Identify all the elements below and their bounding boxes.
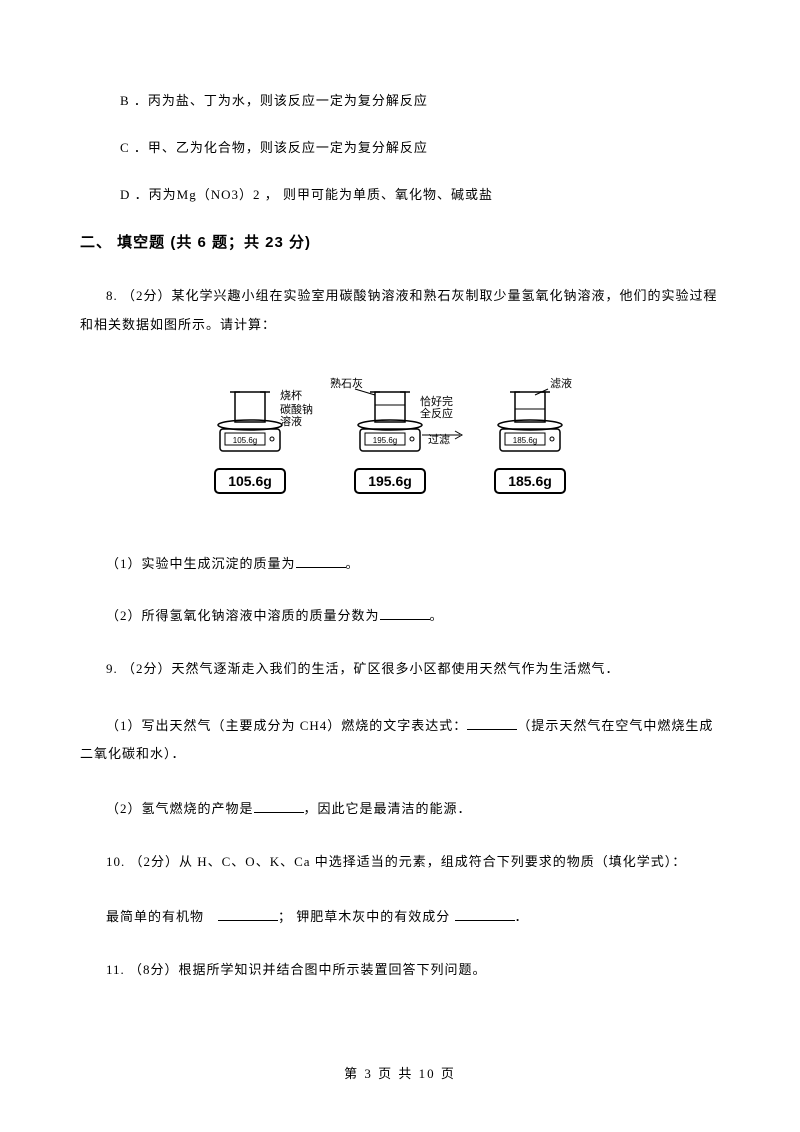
question-9-stem: 9. （2分）天然气逐渐走入我们的生活，矿区很多小区都使用天然气作为生活燃气． <box>80 655 720 684</box>
svg-text:105.6g: 105.6g <box>233 436 257 445</box>
q9-sub2: （2）氢气燃烧的产物是 ，因此它是最清洁的能源． <box>80 797 720 820</box>
blank-input[interactable] <box>254 799 304 813</box>
svg-text:105.6g: 105.6g <box>228 473 272 489</box>
svg-text:滤液: 滤液 <box>550 376 572 390</box>
q10-suffix: ． <box>515 909 529 924</box>
option-c: C ．甲、乙为化合物，则该反应一定为复分解反应 <box>120 137 720 156</box>
svg-text:195.6g: 195.6g <box>368 473 412 489</box>
question-11-stem: 11. （8分）根据所学知识并结合图中所示装置回答下列问题。 <box>80 956 720 985</box>
blank-input[interactable] <box>380 606 430 620</box>
q10-line: 最简单的有机物 ； 钾肥草木灰中的有效成分 ． <box>80 905 720 928</box>
svg-text:185.6g: 185.6g <box>513 436 537 445</box>
section-header: 二、 填空题 (共 6 题；共 23 分) <box>80 231 720 252</box>
blank-input[interactable] <box>467 716 517 730</box>
q8-sub1-prefix: （1）实验中生成沉淀的质量为 <box>106 556 296 571</box>
svg-text:溶液: 溶液 <box>280 414 302 428</box>
option-d: D ．丙为Mg（NO3）2 ， 则甲可能为单质、氧化物、碱或盐 <box>120 184 720 203</box>
experiment-diagram: 105.6g 烧杯 碳酸钠 溶液 105.6g 195.6g 熟石灰 恰好完 全… <box>80 367 720 522</box>
svg-text:恰好完: 恰好完 <box>420 394 453 408</box>
blank-input[interactable] <box>218 907 278 921</box>
svg-text:熟石灰: 熟石灰 <box>330 376 363 390</box>
q8-sub2-suffix: 。 <box>430 608 444 623</box>
q9-sub2-suffix: ，因此它是最清洁的能源． <box>304 801 472 816</box>
svg-text:195.6g: 195.6g <box>373 436 397 445</box>
q8-sub2-prefix: （2）所得氢氧化钠溶液中溶质的质量分数为 <box>106 608 380 623</box>
q9-sub1: （1）写出天然气（主要成分为 CH4）燃烧的文字表达式：（提示天然气在空气中燃烧… <box>80 712 720 769</box>
q9-sub2-prefix: （2）氢气燃烧的产物是 <box>106 801 254 816</box>
q8-sub1: （1）实验中生成沉淀的质量为 。 <box>80 552 720 575</box>
svg-text:碳酸钠: 碳酸钠 <box>280 402 313 416</box>
blank-input[interactable] <box>296 554 346 568</box>
question-8-stem: 8. （2分）某化学兴趣小组在实验室用碳酸钠溶液和熟石灰制取少量氢氧化钠溶液，他… <box>80 282 720 339</box>
q9-sub1-prefix: （1）写出天然气（主要成分为 CH4）燃烧的文字表达式： <box>106 718 467 733</box>
option-b: B ．丙为盐、丁为水，则该反应一定为复分解反应 <box>120 90 720 109</box>
blank-input[interactable] <box>455 907 515 921</box>
q10-mid: ； 钾肥草木灰中的有效成分 <box>278 909 455 924</box>
svg-text:全反应: 全反应 <box>420 406 453 420</box>
q10-prefix: 最简单的有机物 <box>106 909 218 924</box>
svg-text:185.6g: 185.6g <box>508 473 552 489</box>
q8-sub1-suffix: 。 <box>346 556 360 571</box>
question-10-stem: 10. （2分）从 H、C、O、K、Ca 中选择适当的元素，组成符合下列要求的物… <box>80 848 720 877</box>
page-footer: 第 3 页 共 10 页 <box>0 1063 800 1082</box>
q8-sub2: （2）所得氢氧化钠溶液中溶质的质量分数为 。 <box>80 604 720 627</box>
svg-text:烧杯: 烧杯 <box>280 388 302 402</box>
